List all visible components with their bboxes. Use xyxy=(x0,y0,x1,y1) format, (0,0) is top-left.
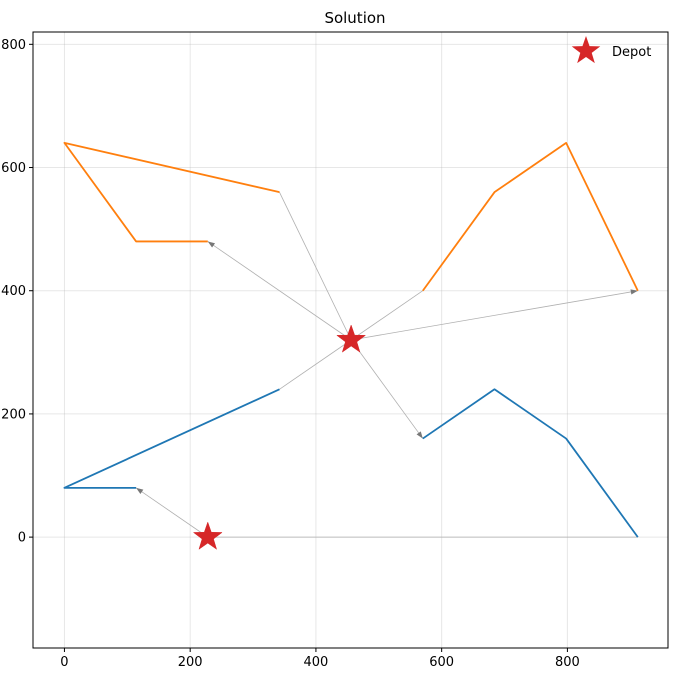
route-connectors xyxy=(135,191,638,538)
y-tick-label: 600 xyxy=(1,161,26,176)
y-tick-label: 400 xyxy=(1,284,26,299)
connector-line xyxy=(279,191,352,341)
x-tick-label: 400 xyxy=(304,655,329,670)
connector-arrowhead xyxy=(416,431,423,439)
x-tick-label: 0 xyxy=(60,655,68,670)
route-line xyxy=(422,141,639,292)
connector-line xyxy=(351,290,638,341)
axis-ticks: 0 200 400 600 800 0 200 400 600 800 xyxy=(1,38,580,670)
legend-depot-marker xyxy=(571,36,601,64)
depots xyxy=(192,324,367,550)
connector-line xyxy=(350,339,424,439)
connector-line xyxy=(207,241,352,341)
y-tick-label: 0 xyxy=(18,531,26,546)
connector-arrowhead xyxy=(630,289,638,295)
chart-title: Solution xyxy=(324,9,385,27)
connector-line xyxy=(279,339,352,390)
legend: Depot xyxy=(571,36,651,64)
y-tick-label: 800 xyxy=(1,38,26,53)
y-tick-label: 200 xyxy=(1,407,26,422)
route-line xyxy=(63,141,280,243)
x-tick-label: 200 xyxy=(178,655,203,670)
axes-frame xyxy=(32,31,669,649)
routes xyxy=(63,141,639,538)
route-line xyxy=(63,388,280,489)
connector-arrowhead xyxy=(136,487,144,494)
depot-star xyxy=(192,521,223,550)
connector-arrowhead xyxy=(207,241,216,248)
connector-line xyxy=(350,290,424,341)
legend-depot-label: Depot xyxy=(612,45,651,60)
x-tick-label: 800 xyxy=(555,655,580,670)
depot-star xyxy=(336,324,367,353)
x-tick-label: 600 xyxy=(429,655,454,670)
connector-line xyxy=(135,487,209,538)
route-line xyxy=(422,388,639,538)
